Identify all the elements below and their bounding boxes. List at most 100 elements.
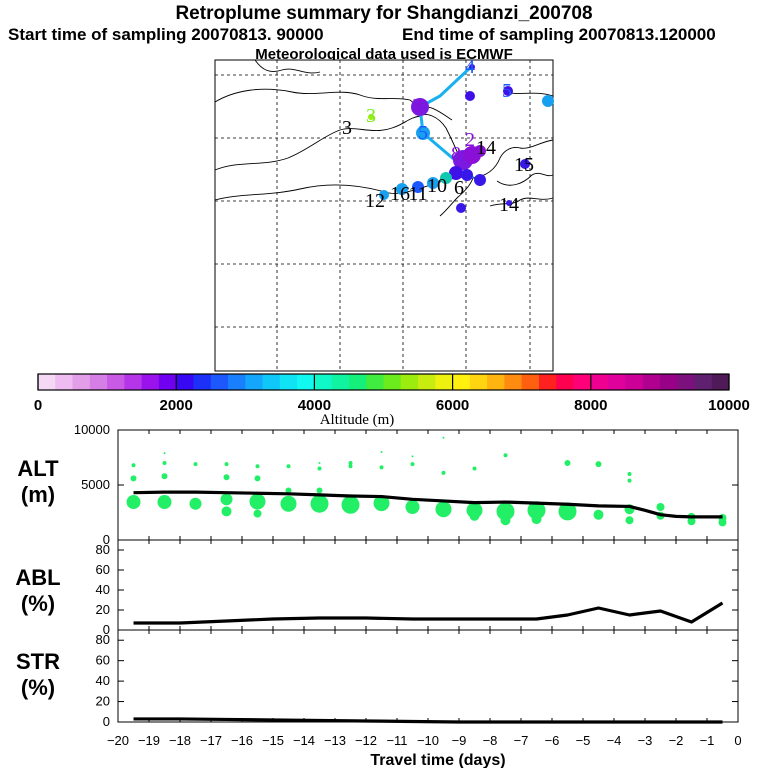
x-tick-label: −10 — [417, 733, 439, 748]
altitude-cluster-point — [317, 466, 322, 471]
altitude-cluster-point — [286, 464, 291, 469]
altitude-cluster-point — [527, 501, 546, 520]
colorbar-swatch — [642, 374, 661, 390]
colorbar-swatch — [625, 374, 644, 390]
y-tick-label: 10000 — [74, 422, 110, 437]
x-tick-label: −18 — [169, 733, 191, 748]
map-cluster-label: 10 — [427, 175, 447, 197]
altitude-cluster-point — [595, 461, 602, 468]
altitude-cluster-point — [593, 509, 604, 520]
altitude-cluster-point — [255, 464, 260, 469]
cluster-marker — [542, 95, 554, 107]
altitude-cluster-point — [316, 487, 323, 494]
colorbar-swatch — [659, 374, 678, 390]
abl-panel-frame — [117, 539, 739, 631]
x-tick-label: −8 — [483, 733, 498, 748]
colorbar-swatch — [469, 374, 488, 390]
colorbar-swatch — [383, 374, 402, 390]
colorbar-swatch — [418, 374, 436, 390]
cluster-marker — [411, 98, 429, 116]
x-tick-label: −16 — [231, 733, 253, 748]
colorbar-swatch — [210, 374, 229, 390]
altitude-cluster-point — [220, 493, 233, 506]
colorbar-swatch — [89, 374, 108, 390]
map-cluster-label: 3 — [342, 117, 352, 139]
altitude-cluster-point — [472, 466, 477, 471]
colorbar-swatch — [590, 374, 609, 390]
x-axis-label: Travel time (days) — [370, 752, 505, 768]
alt-panel: 10000 5000 0 — [74, 422, 739, 547]
map-cluster-label: 5 — [418, 122, 428, 144]
alt-panel-frame — [117, 429, 739, 541]
colorbar-swatch — [279, 374, 298, 390]
altitude-cluster-point — [627, 478, 632, 483]
str-panel-unit: (%) — [21, 675, 55, 700]
colorbar-swatch — [677, 374, 695, 390]
altitude-cluster-point — [348, 461, 353, 465]
altitude-cluster-point — [469, 510, 480, 521]
altitude-cluster-point — [193, 462, 198, 467]
altitude-cluster-point — [310, 494, 329, 513]
altitude-cluster-point — [162, 461, 167, 465]
cluster-marker — [416, 126, 430, 140]
alt-panel-unit: (m) — [21, 482, 55, 507]
met-data-label: Meteorological data used is ECMWF — [255, 46, 513, 63]
colorbar-swatch — [556, 374, 575, 390]
altitude-cluster-point — [411, 455, 414, 458]
x-tick-label: −2 — [669, 733, 684, 748]
altitude-cluster-point — [189, 497, 202, 510]
colorbar-swatch — [538, 374, 557, 390]
colorbar-swatch — [297, 374, 315, 390]
y-tick-label: 80 — [96, 542, 110, 557]
colorbar-swatch — [72, 374, 91, 390]
y-tick-label: 20 — [96, 694, 110, 709]
colorbar-tick-label: 10000 — [708, 397, 750, 414]
altitude-cluster-point — [130, 475, 137, 482]
altitude-cluster-point — [163, 452, 166, 455]
altitude-cluster-point — [161, 473, 168, 480]
cluster-marker — [456, 203, 466, 213]
colorbar-swatch — [348, 374, 367, 390]
x-tick-label: −1 — [700, 733, 715, 748]
altitude-cluster-point — [379, 465, 384, 470]
colorbar-swatch — [245, 374, 264, 390]
cluster-marker — [396, 183, 408, 195]
y-tick-label: 60 — [96, 653, 110, 668]
altitude-cluster-point — [318, 462, 321, 464]
alt-panel-label: ALT — [17, 456, 59, 481]
altitude-colorbar: 0 2000 4000 6000 8000 10000 — [34, 373, 750, 414]
x-tick-label: −11 — [386, 733, 407, 748]
altitude-cluster-point — [625, 516, 634, 525]
cluster-marker — [412, 181, 424, 193]
map-cluster-label: 16 — [390, 183, 410, 205]
altitude-cluster-point — [254, 475, 261, 482]
y-tick-label: 60 — [96, 562, 110, 577]
x-tick-label: −13 — [324, 733, 346, 748]
altitude-cluster-point — [131, 463, 136, 468]
x-tick-label: −6 — [545, 733, 560, 748]
cluster-marker — [474, 145, 486, 157]
colorbar-swatch — [487, 374, 505, 390]
colorbar-swatch — [521, 374, 540, 390]
colorbar-swatch — [107, 374, 125, 390]
colorbar-swatch — [228, 374, 246, 390]
x-tick-label: −17 — [200, 733, 222, 748]
x-tick-label: −14 — [293, 733, 315, 748]
altitude-cluster-point — [221, 506, 232, 517]
map-cluster-label: 8 — [451, 143, 461, 165]
x-tick-label: −9 — [452, 733, 467, 748]
abl-panel: 80 60 40 20 0 — [96, 539, 739, 637]
colorbar-swatch — [314, 374, 333, 390]
colorbar-swatch — [608, 374, 626, 390]
altitude-cluster-point — [441, 470, 446, 475]
abl-panel-series-line — [133, 601, 724, 625]
altitude-cluster-point — [656, 503, 665, 511]
x-tick-label: −15 — [262, 733, 284, 748]
x-tick-label: −19 — [138, 733, 160, 748]
altitude-cluster-point — [157, 495, 172, 510]
y-tick-label: 5000 — [81, 477, 110, 492]
altitude-cluster-point — [280, 495, 297, 512]
colorbar-swatch — [435, 374, 454, 390]
y-tick-label: 0 — [103, 622, 110, 637]
